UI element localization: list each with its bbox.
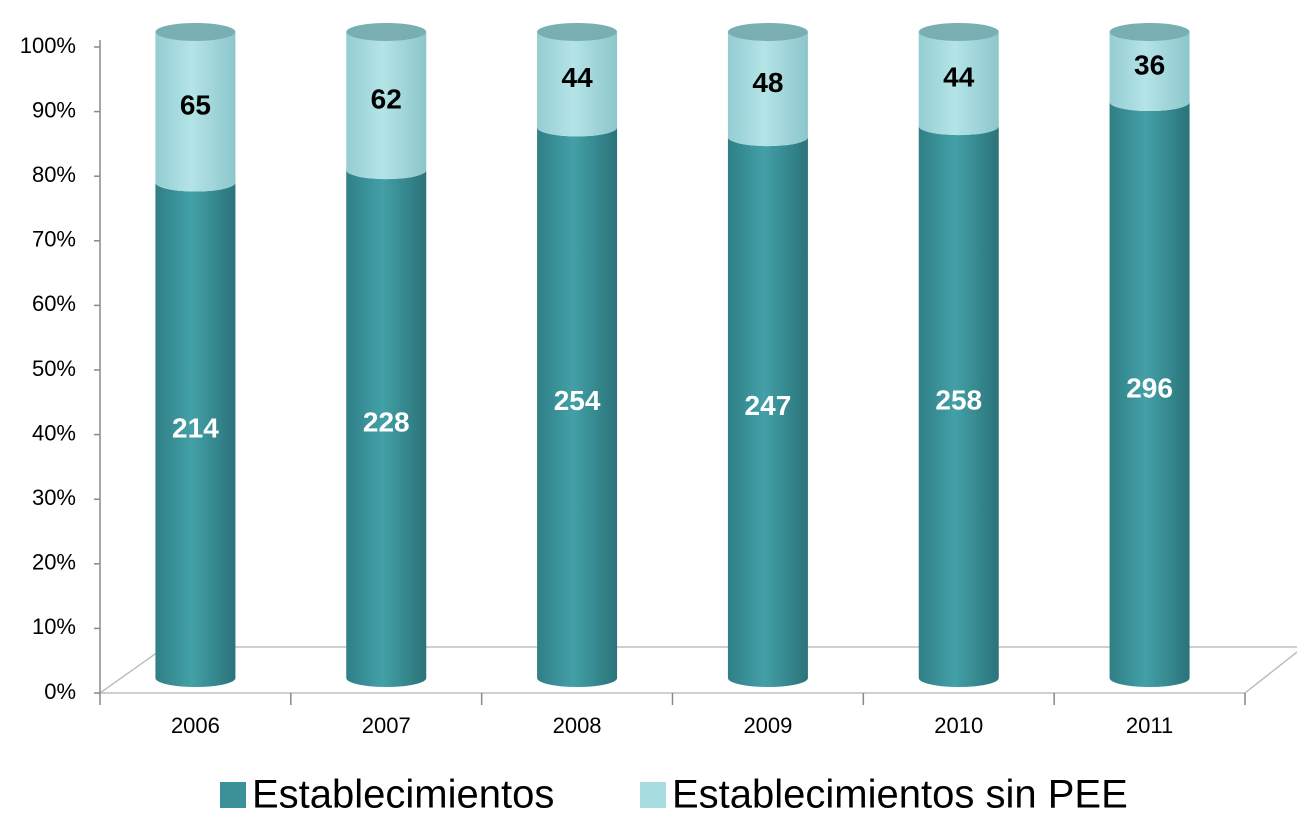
y-tick-label: 90% <box>32 97 76 122</box>
bar-segment <box>918 32 999 136</box>
x-tick-label: 2009 <box>743 713 792 738</box>
bar-segment <box>346 170 427 687</box>
bar-segment <box>537 127 618 687</box>
bar-segment <box>155 182 236 688</box>
bar-segment <box>727 137 808 687</box>
data-label: 254 <box>554 385 601 416</box>
y-tick-label: 0% <box>44 679 76 704</box>
bar-cap <box>346 23 427 41</box>
bar-segment <box>1109 102 1190 687</box>
y-tick-label: 60% <box>32 291 76 316</box>
bar-segment <box>537 32 618 137</box>
data-label: 48 <box>752 67 783 98</box>
bar-segment <box>155 32 236 192</box>
data-label: 214 <box>172 413 219 444</box>
y-tick-label: 50% <box>32 356 76 381</box>
y-tick-label: 80% <box>32 162 76 187</box>
bar-cap <box>155 23 236 41</box>
x-tick-label: 2011 <box>1126 713 1173 738</box>
bar-cap <box>537 23 618 41</box>
y-tick-label: 70% <box>32 227 76 252</box>
y-tick-label: 10% <box>32 614 76 639</box>
legend-swatch <box>640 782 666 808</box>
bar-cap <box>918 23 999 41</box>
bar-cap <box>1109 23 1190 41</box>
y-tick-label: 30% <box>32 485 76 510</box>
data-label: 247 <box>745 390 792 421</box>
bar-segment <box>727 32 808 147</box>
y-tick-label: 40% <box>32 420 76 445</box>
legend-label: Establecimientos sin PEE <box>672 773 1128 813</box>
data-label: 36 <box>1134 49 1165 80</box>
x-tick-label: 2006 <box>171 713 220 738</box>
bar-cap <box>727 23 808 41</box>
y-tick-label: 20% <box>32 550 76 575</box>
x-tick-label: 2010 <box>934 713 983 738</box>
bar-segment <box>346 32 427 180</box>
bar-segment <box>918 126 999 687</box>
data-label: 258 <box>935 384 982 415</box>
y-tick-label: 100% <box>20 33 76 58</box>
bar-segment <box>1109 32 1190 112</box>
data-label: 44 <box>943 61 975 92</box>
x-tick-label: 2007 <box>362 713 411 738</box>
data-label: 44 <box>562 62 594 93</box>
data-label: 228 <box>363 406 410 437</box>
data-label: 296 <box>1126 372 1173 403</box>
x-tick-label: 2008 <box>553 713 602 738</box>
data-label: 65 <box>180 90 211 121</box>
data-label: 62 <box>371 83 402 114</box>
legend-label: Establecimientos <box>252 773 554 813</box>
legend-swatch <box>220 782 246 808</box>
